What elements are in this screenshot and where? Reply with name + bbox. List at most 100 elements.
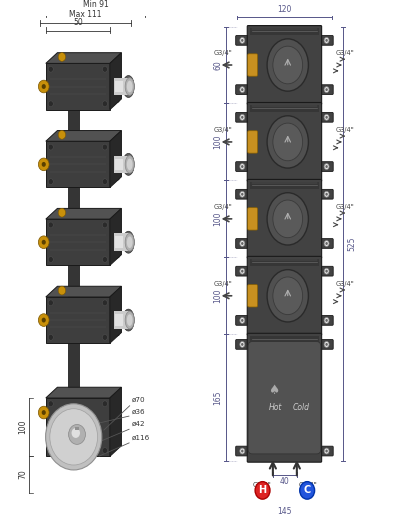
Ellipse shape — [123, 231, 134, 253]
FancyBboxPatch shape — [248, 131, 258, 153]
Polygon shape — [46, 141, 110, 187]
Circle shape — [48, 256, 53, 263]
Circle shape — [325, 270, 328, 272]
FancyBboxPatch shape — [236, 238, 249, 248]
Circle shape — [42, 410, 46, 415]
Circle shape — [48, 222, 53, 228]
FancyBboxPatch shape — [248, 207, 258, 230]
Text: 145: 145 — [277, 507, 292, 516]
Circle shape — [325, 39, 328, 42]
Ellipse shape — [273, 200, 302, 238]
Circle shape — [102, 334, 107, 340]
FancyBboxPatch shape — [250, 105, 319, 112]
FancyBboxPatch shape — [248, 342, 321, 454]
Bar — [114, 156, 130, 173]
Ellipse shape — [123, 153, 134, 175]
Circle shape — [48, 447, 53, 454]
Circle shape — [48, 101, 53, 107]
Circle shape — [324, 448, 329, 454]
Polygon shape — [110, 53, 121, 109]
Ellipse shape — [127, 80, 133, 92]
Text: G3/4": G3/4" — [299, 482, 317, 488]
Bar — [114, 311, 130, 329]
Ellipse shape — [125, 233, 134, 251]
Text: ♠: ♠ — [268, 384, 280, 397]
Circle shape — [102, 401, 107, 407]
Ellipse shape — [267, 270, 308, 322]
Circle shape — [58, 286, 66, 295]
Circle shape — [324, 240, 329, 247]
Circle shape — [325, 193, 328, 196]
Circle shape — [48, 67, 53, 72]
FancyBboxPatch shape — [236, 162, 249, 171]
Text: 50: 50 — [73, 18, 83, 27]
Circle shape — [241, 270, 243, 272]
Circle shape — [324, 191, 329, 197]
Circle shape — [102, 256, 107, 263]
Text: 100: 100 — [18, 420, 27, 434]
Text: G3/4": G3/4" — [335, 204, 354, 210]
Circle shape — [241, 343, 243, 346]
Ellipse shape — [125, 78, 134, 95]
FancyBboxPatch shape — [248, 285, 258, 307]
Text: 100: 100 — [213, 212, 222, 226]
Polygon shape — [110, 330, 119, 338]
FancyBboxPatch shape — [320, 85, 333, 94]
Text: Hot: Hot — [269, 403, 282, 412]
Text: 60: 60 — [213, 60, 222, 70]
Text: G3/4": G3/4" — [335, 127, 354, 133]
FancyBboxPatch shape — [320, 162, 333, 171]
Circle shape — [58, 131, 66, 139]
Circle shape — [38, 158, 49, 171]
Circle shape — [324, 87, 329, 92]
Text: 165: 165 — [213, 391, 222, 405]
Circle shape — [48, 334, 53, 340]
Circle shape — [324, 342, 329, 347]
Polygon shape — [110, 208, 121, 265]
Circle shape — [102, 447, 107, 454]
Ellipse shape — [273, 123, 302, 161]
Circle shape — [38, 314, 49, 327]
Polygon shape — [46, 219, 110, 265]
Circle shape — [48, 401, 53, 407]
FancyBboxPatch shape — [248, 54, 258, 76]
Circle shape — [325, 343, 328, 346]
Circle shape — [240, 448, 245, 454]
Ellipse shape — [127, 158, 133, 170]
Circle shape — [42, 84, 46, 89]
FancyBboxPatch shape — [320, 36, 333, 45]
Circle shape — [241, 88, 243, 91]
Circle shape — [240, 268, 245, 274]
FancyBboxPatch shape — [236, 340, 249, 349]
Circle shape — [240, 87, 245, 92]
Text: 525: 525 — [348, 237, 357, 251]
Ellipse shape — [127, 314, 133, 326]
Polygon shape — [110, 137, 119, 146]
Text: G3/4": G3/4" — [335, 50, 354, 56]
Text: 40: 40 — [280, 477, 290, 486]
Circle shape — [240, 342, 245, 347]
Text: Cold: Cold — [292, 403, 310, 412]
Bar — [115, 236, 123, 248]
FancyBboxPatch shape — [247, 256, 322, 335]
Polygon shape — [46, 297, 110, 343]
Polygon shape — [110, 387, 121, 456]
FancyBboxPatch shape — [236, 316, 249, 325]
Text: ø36: ø36 — [132, 409, 146, 414]
FancyBboxPatch shape — [320, 266, 333, 276]
Circle shape — [42, 240, 46, 245]
Polygon shape — [110, 252, 119, 261]
FancyBboxPatch shape — [236, 266, 249, 276]
FancyBboxPatch shape — [250, 336, 319, 343]
Circle shape — [38, 406, 49, 419]
Bar — [114, 233, 130, 251]
Circle shape — [324, 164, 329, 169]
Circle shape — [324, 268, 329, 274]
Ellipse shape — [267, 116, 308, 168]
Polygon shape — [46, 131, 121, 141]
Text: G3/4": G3/4" — [214, 127, 233, 133]
Polygon shape — [46, 63, 110, 109]
Circle shape — [241, 242, 243, 245]
FancyBboxPatch shape — [247, 333, 322, 462]
Circle shape — [241, 319, 243, 322]
